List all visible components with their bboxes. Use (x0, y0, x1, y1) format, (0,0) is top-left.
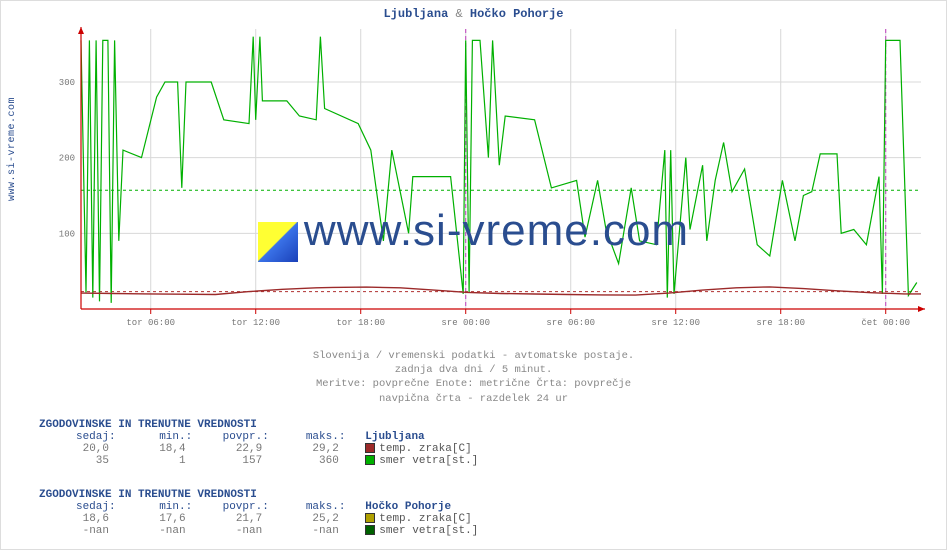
stats-block-hocko: ZGODOVINSKE IN TRENUTNE VREDNOSTIsedaj:m… (39, 489, 478, 537)
series-swatch (365, 513, 375, 523)
stats-row: 20,0 18,4 22,9 29,2 temp. zraka[C] (39, 443, 478, 455)
stats-col: maks. (269, 431, 339, 443)
svg-text:sre 06:00: sre 06:00 (546, 318, 595, 328)
title-right: Hočko Pohorje (470, 7, 564, 21)
chart-title: Ljubljana & Hočko Pohorje (1, 7, 946, 21)
chart-area: 100 200 300 tor 06:00 tor 12:00 tor 18:00 sre … (39, 23, 929, 333)
stats-row: 18,6 17,6 21,7 25,2 temp. zraka[C] (39, 513, 478, 525)
stats-value: -nan (192, 525, 262, 537)
stats-col: sedaj (39, 431, 109, 443)
stats-value: -nan (269, 525, 339, 537)
svg-text:300: 300 (59, 78, 75, 88)
stats-value: -nan (39, 525, 109, 537)
stats-place: Ljubljana (365, 431, 424, 443)
metric-label: temp. zraka[C] (379, 513, 471, 525)
title-left: Ljubljana (383, 7, 448, 21)
stats-col: povpr. (192, 431, 262, 443)
line-chart: 100 200 300 tor 06:00 tor 12:00 tor 18:00 sre … (39, 23, 929, 333)
series-swatch (365, 455, 375, 465)
stats-header-row: sedaj:min.:povpr.:maks.: Ljubljana (39, 431, 478, 443)
svg-text:100: 100 (59, 229, 75, 239)
svg-text:tor 06:00: tor 06:00 (126, 318, 175, 328)
stats-title: ZGODOVINSKE IN TRENUTNE VREDNOSTI (39, 489, 478, 501)
stats-block-ljubljana: ZGODOVINSKE IN TRENUTNE VREDNOSTIsedaj:m… (39, 419, 478, 467)
svg-text:sre 00:00: sre 00:00 (441, 318, 490, 328)
stats-value: 1 (116, 455, 186, 467)
svg-text:200: 200 (59, 154, 75, 164)
stats-value: 20,0 (39, 443, 109, 455)
metric-label: smer vetra[st.] (379, 455, 478, 467)
chart-caption: Slovenija / vremenski podatki - avtomats… (1, 349, 946, 406)
svg-text:tor 12:00: tor 12:00 (231, 318, 280, 328)
series-swatch (365, 443, 375, 453)
caption-line: navpična črta - razdelek 24 ur (1, 392, 946, 406)
stats-title: ZGODOVINSKE IN TRENUTNE VREDNOSTI (39, 419, 478, 431)
stats-value: 360 (269, 455, 339, 467)
stats-value: 157 (192, 455, 262, 467)
stats-value: 35 (39, 455, 109, 467)
svg-text:sre 12:00: sre 12:00 (651, 318, 700, 328)
stats-value: 18,4 (116, 443, 186, 455)
stats-header-row: sedaj:min.:povpr.:maks.: Hočko Pohorje (39, 501, 478, 513)
stats-value: 25,2 (269, 513, 339, 525)
stats-value: 18,6 (39, 513, 109, 525)
stats-value: 17,6 (116, 513, 186, 525)
metric-label: smer vetra[st.] (379, 525, 478, 537)
stats-value: 21,7 (192, 513, 262, 525)
stats-col: sedaj (39, 501, 109, 513)
series-swatch (365, 525, 375, 535)
caption-line: zadnja dva dni / 5 minut. (1, 363, 946, 377)
stats-value: -nan (116, 525, 186, 537)
stats-col: min. (116, 431, 186, 443)
metric-label: temp. zraka[C] (379, 443, 471, 455)
stats-col: povpr. (192, 501, 262, 513)
svg-text:sre 18:00: sre 18:00 (756, 318, 805, 328)
stats-col: maks. (269, 501, 339, 513)
stats-col: min. (116, 501, 186, 513)
stats-value: 22,9 (192, 443, 262, 455)
stats-value: 29,2 (269, 443, 339, 455)
stats-row: -nan -nan -nan -nan smer vetra[st.] (39, 525, 478, 537)
svg-text:čet 00:00: čet 00:00 (861, 318, 910, 328)
svg-text:tor 18:00: tor 18:00 (336, 318, 385, 328)
stats-row: 35 1 157 360 smer vetra[st.] (39, 455, 478, 467)
title-amp: & (455, 7, 469, 21)
site-vertical-label: www.si-vreme.com (7, 97, 18, 201)
caption-line: Slovenija / vremenski podatki - avtomats… (1, 349, 946, 363)
stats-place: Hočko Pohorje (365, 501, 451, 513)
caption-line: Meritve: povprečne Enote: metrične Črta:… (1, 377, 946, 391)
